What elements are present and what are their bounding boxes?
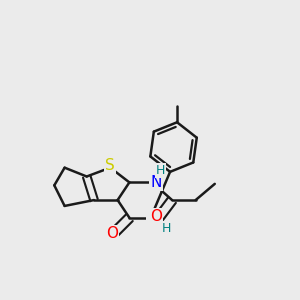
- Text: N: N: [150, 175, 162, 190]
- Text: O: O: [150, 209, 162, 224]
- Text: H: H: [161, 221, 171, 235]
- Text: S: S: [105, 158, 115, 173]
- Text: N: N: [147, 210, 159, 225]
- Text: O: O: [106, 226, 118, 242]
- Text: H: H: [156, 164, 165, 177]
